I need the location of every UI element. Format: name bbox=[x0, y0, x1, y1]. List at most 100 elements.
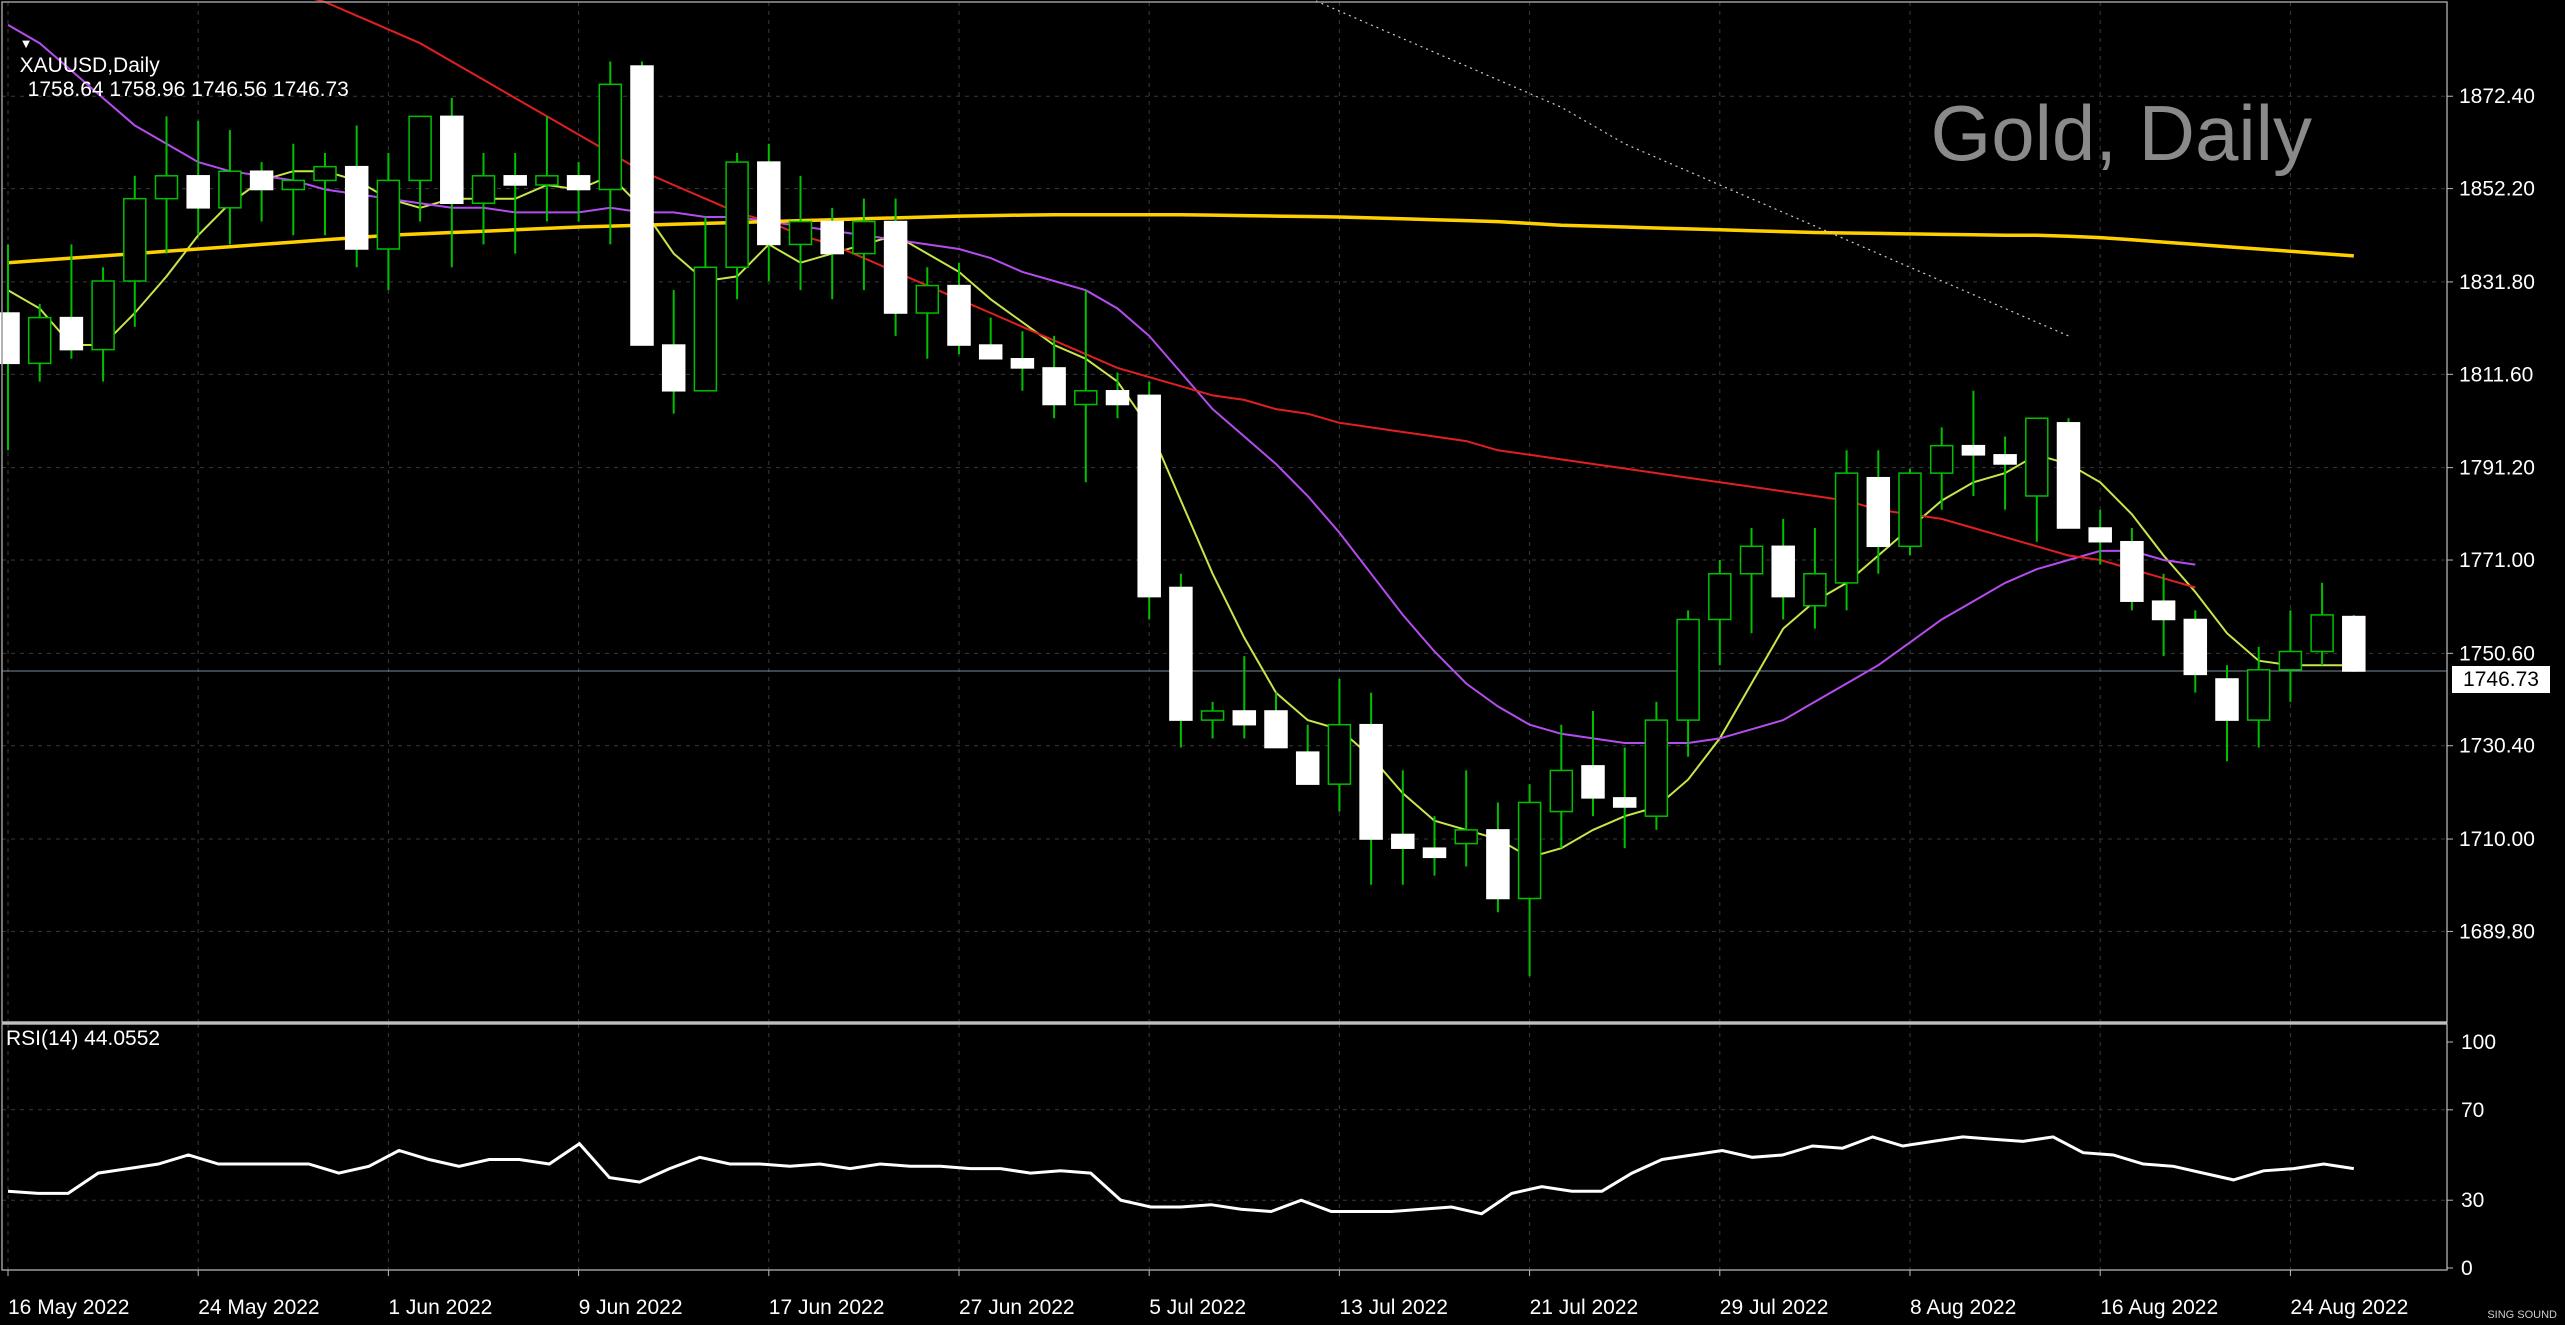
candle-body bbox=[218, 170, 242, 209]
time-tick-label: 1 Jun 2022 bbox=[388, 1296, 492, 1319]
candle-body bbox=[1898, 472, 1922, 548]
price-grid bbox=[2, 2, 2447, 1270]
candle-body bbox=[1771, 545, 1795, 598]
candle-body bbox=[59, 316, 84, 351]
symbol-header: ▼ XAUUSD,Daily 1758.64 1758.96 1746.56 1… bbox=[8, 6, 349, 102]
price-tick-label: 1872.40 bbox=[2459, 85, 2535, 108]
price-tick-label: 1831.80 bbox=[2459, 271, 2535, 294]
price-tick-label: 1750.60 bbox=[2459, 642, 2535, 665]
candle-body bbox=[0, 312, 20, 365]
chart-watermark: Gold, Daily bbox=[1930, 89, 2312, 177]
candle-body bbox=[408, 115, 432, 182]
candle-body bbox=[1327, 723, 1352, 785]
candle-body bbox=[1137, 394, 1161, 598]
candle-body bbox=[1517, 801, 1542, 900]
time-tick-label: 24 Aug 2022 bbox=[2290, 1296, 2408, 1319]
candle-body bbox=[249, 170, 274, 191]
candle-body bbox=[1264, 710, 1288, 749]
candle-body bbox=[2342, 615, 2366, 672]
candle-body bbox=[2278, 650, 2303, 671]
candle-body bbox=[566, 175, 591, 191]
candle-body bbox=[1105, 390, 1130, 406]
candle-body bbox=[2215, 678, 2239, 721]
candle-body bbox=[1454, 829, 1478, 845]
candle-body bbox=[820, 220, 844, 255]
time-tick-label: 16 Aug 2022 bbox=[2100, 1296, 2218, 1319]
candle-body bbox=[186, 175, 210, 209]
time-tick-label: 29 Jul 2022 bbox=[1720, 1296, 1829, 1319]
candle-body bbox=[344, 165, 369, 250]
candle-body bbox=[535, 175, 559, 186]
candle-body bbox=[661, 344, 686, 392]
candle-body bbox=[1232, 710, 1257, 726]
candle-body bbox=[1391, 833, 1415, 849]
candle-body bbox=[915, 284, 940, 314]
candle-body bbox=[1200, 710, 1225, 721]
candle-body bbox=[2246, 669, 2271, 721]
candle-body bbox=[725, 161, 749, 269]
rsi-tick-label: 0 bbox=[2461, 1257, 2473, 1280]
candle-body bbox=[471, 175, 496, 205]
candle-body bbox=[1169, 586, 1193, 721]
candle-body bbox=[1359, 723, 1383, 840]
candle-body bbox=[1708, 572, 1732, 621]
broker-logo: SING SOUND bbox=[2487, 1309, 2557, 1321]
candle-body bbox=[1042, 367, 1066, 406]
candle-body bbox=[1581, 765, 1605, 799]
candle-body bbox=[978, 344, 1003, 360]
rsi-header: RSI(14) 44.0552 bbox=[6, 1027, 161, 1050]
candle-body bbox=[1739, 545, 1764, 575]
price-tick-label: 1852.20 bbox=[2459, 178, 2535, 201]
candle-body bbox=[123, 197, 147, 282]
rsi-frame bbox=[1, 1023, 2448, 1271]
time-tick-label: 24 May 2022 bbox=[198, 1296, 319, 1319]
candle-body bbox=[757, 161, 781, 246]
candle-body bbox=[2025, 417, 2049, 497]
candle-body bbox=[2120, 540, 2144, 602]
candle-body bbox=[1549, 769, 1574, 813]
candle-body bbox=[2183, 618, 2208, 676]
candle-body bbox=[1961, 444, 1986, 456]
time-tick-label: 21 Jul 2022 bbox=[1530, 1296, 1639, 1319]
time-tick-label: 27 Jun 2022 bbox=[959, 1296, 1075, 1319]
time-tick-label: 13 Jul 2022 bbox=[1339, 1296, 1448, 1319]
candle-body bbox=[1644, 719, 1669, 817]
rsi-line-group bbox=[7, 1135, 2355, 1216]
candle-body bbox=[1803, 572, 1827, 607]
time-tick-label: 16 May 2022 bbox=[8, 1296, 129, 1319]
candle-body bbox=[313, 165, 337, 182]
candle-body bbox=[1993, 454, 2017, 465]
candle-body bbox=[91, 280, 115, 351]
price-tick-label: 1710.00 bbox=[2459, 828, 2535, 851]
candle-body bbox=[788, 220, 813, 246]
time-tick-label: 17 Jun 2022 bbox=[769, 1296, 885, 1319]
time-tick-label: 5 Jul 2022 bbox=[1149, 1296, 1246, 1319]
candle-body bbox=[281, 179, 306, 191]
time-tick-label: 9 Jun 2022 bbox=[579, 1296, 683, 1319]
candle-body bbox=[1834, 472, 1859, 584]
candle-body bbox=[2310, 614, 2334, 653]
candle-body bbox=[598, 83, 623, 191]
ma-line-ma-mid bbox=[7, 24, 2196, 744]
ma-line-ma-fast bbox=[7, 170, 2354, 859]
candle-body bbox=[2056, 422, 2081, 529]
rsi-tick-label: 100 bbox=[2461, 1031, 2496, 1054]
candle-body bbox=[1486, 829, 1510, 900]
rsi-line bbox=[7, 1135, 2355, 1216]
candle-body bbox=[852, 220, 876, 255]
candle-body bbox=[2151, 600, 2176, 621]
candle-body bbox=[693, 266, 718, 392]
symbol-label: XAUUSD,Daily bbox=[19, 54, 160, 77]
dropdown-arrow-icon[interactable]: ▼ bbox=[19, 36, 33, 51]
candle-body bbox=[947, 284, 971, 346]
candle-body bbox=[503, 175, 527, 186]
candle-body bbox=[1676, 618, 1700, 721]
candle-body bbox=[1612, 797, 1637, 808]
price-tick-label: 1689.80 bbox=[2459, 920, 2535, 943]
price-tick-label: 1730.40 bbox=[2459, 735, 2535, 758]
candlesticks bbox=[0, 61, 2366, 977]
current-price-label: 1746.73 bbox=[2452, 666, 2550, 693]
candle-body bbox=[1866, 476, 1891, 548]
